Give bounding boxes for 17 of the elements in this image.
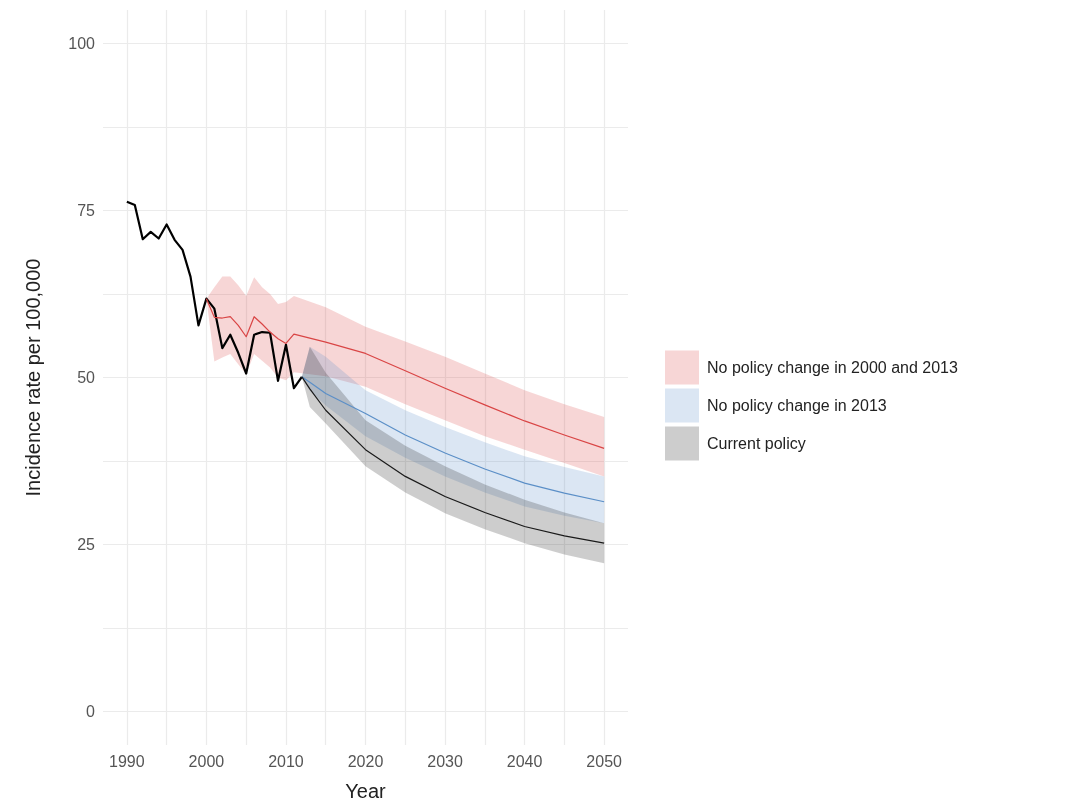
x-tick-label: 2040	[506, 752, 543, 770]
x-tick-label: 2010	[268, 752, 304, 770]
x-axis-title: Year	[345, 780, 387, 802]
x-tick-label: 2030	[427, 752, 463, 770]
x-tick-label: 1990	[109, 752, 145, 770]
x-tick-label: 2050	[586, 752, 623, 770]
y-tick-label: 25	[77, 536, 96, 554]
legend-label: No policy change in 2000 and 2013	[707, 359, 958, 376]
x-tick-label: 2020	[347, 752, 384, 770]
legend-label: Current policy	[707, 435, 806, 452]
y-tick-label: 50	[77, 369, 96, 386]
y-tick-label: 100	[68, 34, 96, 52]
x-tick-label: 2000	[188, 752, 225, 770]
y-tick-label: 0	[86, 703, 96, 721]
y-axis-title: Incidence rate per 100,000	[22, 258, 44, 497]
y-tick-label: 75	[77, 201, 96, 219]
legend-label: No policy change in 2013	[707, 397, 887, 414]
